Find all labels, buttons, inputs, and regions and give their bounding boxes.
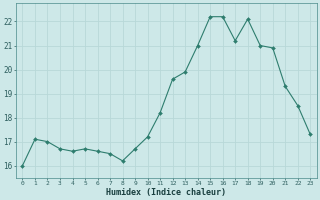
X-axis label: Humidex (Indice chaleur): Humidex (Indice chaleur)	[106, 188, 226, 197]
